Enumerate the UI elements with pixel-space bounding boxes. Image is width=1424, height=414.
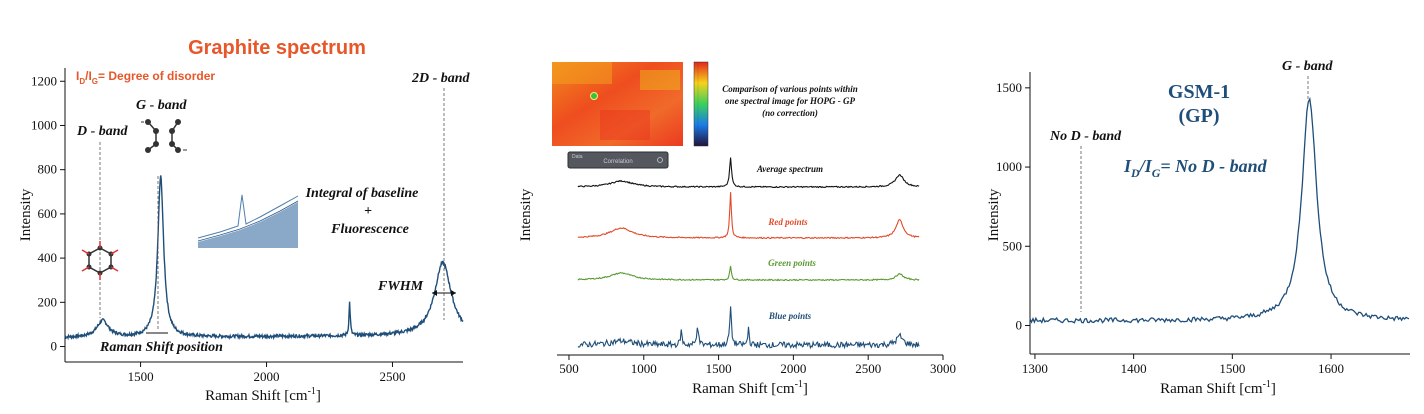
colorbar (693, 61, 709, 147)
2d-band-label: 2D - band (411, 71, 471, 86)
blue-points-line (577, 306, 920, 350)
caption-line-1: Comparison of various points within (722, 84, 858, 94)
y-axis-label: Intensity (18, 188, 34, 241)
x-tick-label: 1000 (631, 361, 657, 376)
caption-line-3: (no correction) (762, 108, 818, 118)
mid-ticks: 500 1000 1500 2000 2500 3000 (559, 355, 956, 376)
integral-label-2: + (364, 204, 372, 219)
y-tick-label: 0 (51, 339, 58, 354)
correlation-button[interactable] (567, 151, 669, 169)
average-spectrum-line (577, 157, 920, 189)
fwhm-arrow-right (451, 290, 456, 296)
x-tick-label: 1600 (1318, 361, 1344, 376)
red-points-line (577, 192, 920, 240)
graphite-chart: Graphite spectrum 1500 2000 2500 0 200 400 600… (18, 37, 471, 404)
x-tick-label: 500 (559, 361, 579, 376)
x-tick-label: 1500 (706, 361, 732, 376)
y-tick-label: 0 (1016, 317, 1023, 332)
g-band-label: G - band (1282, 59, 1334, 74)
raman-shift-position-label: Raman Shift position (99, 340, 223, 355)
gsm1-chart: 1300 1400 1500 1600 0 500 1000 1500 Intensity R… (986, 59, 1410, 397)
d-band-label: D - band (76, 124, 129, 139)
panel-label: Data (572, 154, 583, 160)
x-tick-label: 3000 (930, 361, 956, 376)
no-d-band-label: No D - band (1049, 129, 1122, 144)
integral-label-3: Fluorescence (330, 222, 409, 237)
x-tick-label: 1500 (128, 369, 154, 384)
y-tick-label: 500 (1003, 238, 1023, 253)
y-tick-label: 200 (38, 294, 58, 309)
x-tick-label: 1400 (1121, 361, 1147, 376)
x-tick-label: 1300 (1022, 361, 1048, 376)
right-ticks: 1300 1400 1500 1600 0 500 1000 1500 (996, 80, 1344, 376)
chart-subtitle: (GP) (1178, 105, 1219, 127)
graphite-spectrum-line (64, 175, 464, 341)
id-ig-ratio-label: ID/IG= Degree of disorder (76, 69, 215, 86)
average-spectrum-label: Average spectrum (756, 164, 823, 174)
caption-line-2: one spectral image for HOPG - GP (725, 96, 855, 106)
correlation-button-label: Correlation (603, 159, 632, 165)
y-tick-label: 800 (38, 162, 58, 177)
y-tick-label: 600 (38, 206, 58, 221)
hexagon-molecule-icon (81, 241, 119, 280)
chart-title: Graphite spectrum (188, 37, 366, 59)
selected-point-marker[interactable] (590, 92, 598, 100)
blue-points-label: Blue points (768, 311, 812, 321)
green-points-label: Green points (768, 258, 816, 268)
integral-label-1: Integral of baseline (305, 186, 419, 201)
x-axis-label: Raman Shift [cm-1] (205, 386, 321, 404)
x-tick-label: 2000 (254, 369, 280, 384)
fwhm-label: FWHM (377, 279, 424, 294)
id-ig-ratio-label: ID/IG= No D - band (1123, 156, 1268, 180)
chart-title: GSM-1 (1168, 81, 1230, 103)
y-tick-label: 400 (38, 250, 58, 265)
y-tick-label: 1200 (31, 73, 57, 88)
g-mode-vibration-icon (141, 119, 187, 153)
hopg-comparison-chart: Data Correlation Comparison of various p… (518, 61, 956, 397)
y-axis-label: Intensity (986, 188, 1002, 241)
correlation-dropdown-icon (657, 157, 663, 163)
spectral-image (552, 61, 709, 147)
g-band-label: G - band (136, 98, 188, 113)
x-axis-label: Raman Shift [cm-1] (1160, 379, 1276, 397)
x-tick-label: 1500 (1219, 361, 1245, 376)
green-points-line (577, 265, 920, 282)
x-tick-label: 2000 (780, 361, 806, 376)
gsm1-spectrum-line (1029, 96, 1410, 324)
y-axis-label: Intensity (518, 188, 534, 241)
y-tick-label: 1000 (31, 117, 57, 132)
fluorescence-inset (197, 190, 299, 248)
red-points-label: Red points (767, 217, 808, 227)
x-tick-label: 2500 (379, 369, 405, 384)
x-tick-label: 2500 (855, 361, 881, 376)
fwhm-arrow-left (432, 290, 437, 296)
x-axis-label: Raman Shift [cm-1] (692, 379, 808, 397)
y-tick-label: 1000 (996, 159, 1022, 174)
y-tick-label: 1500 (996, 80, 1022, 95)
left-ticks: 1500 2000 2500 0 200 400 600 800 1000 1200 (31, 73, 405, 384)
